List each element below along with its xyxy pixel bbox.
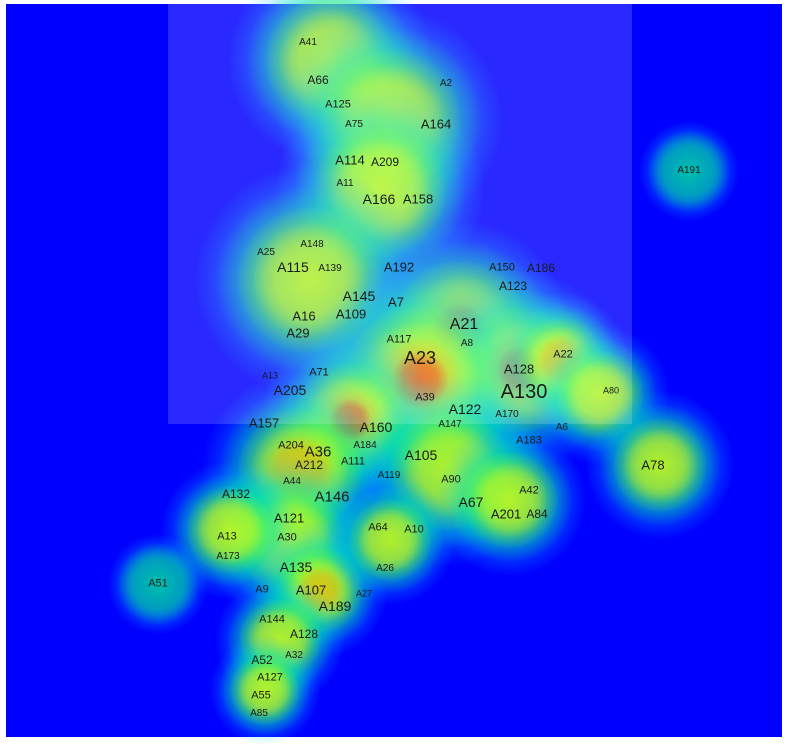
term-label: A170 bbox=[495, 409, 519, 420]
term-label: A30 bbox=[277, 531, 297, 544]
density-peak-layer bbox=[647, 129, 731, 213]
density-peak-layer bbox=[116, 542, 200, 626]
term-label: A189 bbox=[318, 598, 352, 614]
term-label: A51 bbox=[148, 577, 168, 590]
term-label: A160 bbox=[359, 419, 393, 435]
term-label: A23 bbox=[403, 348, 437, 368]
term-label: A125 bbox=[325, 98, 351, 111]
term-label: A105 bbox=[404, 447, 438, 463]
term-label: A11 bbox=[336, 178, 354, 189]
density-field bbox=[107, 0, 740, 746]
term-label: A80 bbox=[602, 385, 620, 396]
density-peak-layer bbox=[622, 427, 698, 503]
term-label: A107 bbox=[295, 582, 327, 598]
term-label: A205 bbox=[273, 382, 307, 398]
term-label: A212 bbox=[294, 458, 324, 472]
term-label: A157 bbox=[248, 415, 280, 431]
term-label: A39 bbox=[415, 391, 435, 404]
term-label: A117 bbox=[386, 333, 412, 346]
term-label: A111 bbox=[340, 455, 366, 468]
term-label: A186 bbox=[526, 261, 556, 275]
term-label: A27 bbox=[355, 588, 373, 599]
term-label: A71 bbox=[309, 366, 329, 379]
term-label: A132 bbox=[221, 487, 251, 501]
term-label: A13 bbox=[261, 370, 279, 381]
term-label: A85 bbox=[250, 708, 268, 719]
term-label: A164 bbox=[420, 116, 452, 132]
term-label: A41 bbox=[299, 37, 317, 48]
term-label: A122 bbox=[448, 401, 482, 417]
term-label: A2 bbox=[439, 78, 453, 89]
term-label: A67 bbox=[458, 494, 484, 510]
term-label: A146 bbox=[314, 488, 350, 506]
term-label: A115 bbox=[277, 259, 309, 275]
density-peak-layer bbox=[237, 662, 293, 718]
term-label: A127 bbox=[257, 671, 283, 684]
term-label: A191 bbox=[677, 165, 701, 176]
term-label: A119 bbox=[377, 470, 401, 481]
term-label: A145 bbox=[342, 288, 376, 304]
logo-watermark bbox=[168, 4, 632, 424]
term-label: A128 bbox=[503, 361, 535, 377]
term-label: A21 bbox=[449, 316, 479, 333]
term-label: A55 bbox=[251, 689, 271, 702]
term-label: A36 bbox=[304, 443, 332, 461]
term-label: A158 bbox=[402, 191, 434, 207]
term-label: A32 bbox=[285, 650, 303, 661]
term-label: A209 bbox=[370, 155, 400, 169]
term-label: A130 bbox=[500, 381, 548, 403]
term-label: A109 bbox=[335, 306, 367, 322]
term-label: A25 bbox=[257, 247, 275, 258]
term-label: A201 bbox=[490, 506, 522, 522]
term-label: A6 bbox=[555, 422, 569, 433]
term-label: A135 bbox=[279, 559, 313, 575]
term-label: A75 bbox=[345, 119, 363, 130]
term-label: A8 bbox=[460, 338, 474, 349]
term-label: A183 bbox=[516, 434, 542, 447]
density-peak-layer bbox=[357, 507, 423, 573]
term-label: A16 bbox=[292, 308, 316, 324]
term-label: A148 bbox=[300, 239, 324, 250]
term-label: A123 bbox=[498, 279, 528, 293]
term-label: A52 bbox=[251, 653, 273, 667]
term-label: A204 bbox=[278, 439, 304, 452]
term-label: A26 bbox=[376, 563, 394, 574]
term-label: A78 bbox=[641, 457, 665, 473]
term-label: A10 bbox=[404, 523, 424, 536]
term-label: A42 bbox=[519, 484, 539, 497]
term-label: A90 bbox=[441, 473, 461, 486]
term-label: A147 bbox=[438, 419, 462, 430]
term-label: A44 bbox=[283, 476, 301, 487]
term-label: A192 bbox=[383, 259, 415, 275]
term-label: A166 bbox=[362, 191, 396, 207]
term-label: A114 bbox=[335, 152, 365, 168]
term-label: A150 bbox=[489, 261, 515, 274]
term-label: A22 bbox=[553, 348, 573, 361]
density-peak-layer bbox=[471, 461, 549, 539]
term-label: A184 bbox=[353, 440, 377, 451]
term-label: A7 bbox=[388, 294, 404, 310]
term-label: A66 bbox=[307, 73, 329, 87]
term-label: A9 bbox=[255, 583, 269, 596]
term-label: A121 bbox=[273, 510, 305, 526]
term-label: A144 bbox=[259, 613, 285, 626]
density-peak-layer bbox=[195, 495, 265, 565]
term-label: A84 bbox=[526, 507, 548, 521]
term-label: A64 bbox=[368, 521, 388, 534]
term-label: A13 bbox=[217, 530, 237, 543]
term-label: A173 bbox=[216, 551, 240, 562]
term-label: A29 bbox=[286, 325, 310, 341]
term-label: A128 bbox=[289, 627, 319, 641]
term-label: A139 bbox=[318, 263, 342, 274]
